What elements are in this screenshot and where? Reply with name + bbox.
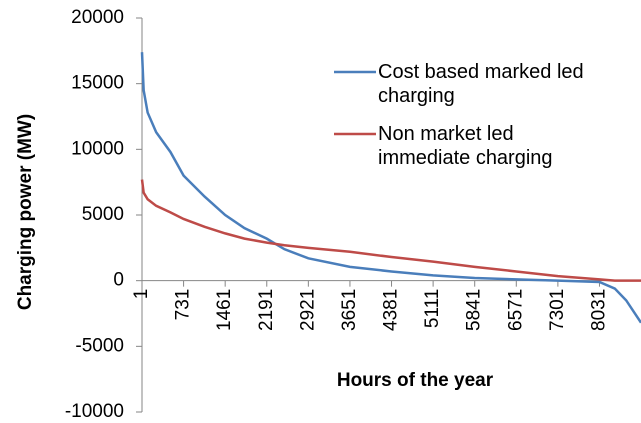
- y-tick-label: -5000: [75, 335, 124, 356]
- y-tick-label: 10000: [71, 138, 124, 159]
- series-line: [140, 52, 641, 324]
- y-tick-label: 0: [113, 270, 124, 291]
- x-tick-label: 5111: [422, 289, 443, 328]
- y-tick-label: 20000: [71, 7, 124, 28]
- x-tick-label: 1: [131, 289, 152, 300]
- x-tick-label: 8031: [588, 289, 609, 331]
- x-tick-label: 2921: [297, 289, 318, 331]
- x-tick-label: 6571: [505, 289, 526, 331]
- x-tick-label: 2191: [256, 289, 277, 331]
- y-tick-label: 5000: [82, 204, 124, 225]
- x-tick-label: 5841: [464, 289, 485, 331]
- x-axis-title: Hours of the year: [337, 370, 494, 391]
- x-tick-label: 731: [173, 289, 194, 321]
- y-axis-title: Charging power (MW): [15, 114, 36, 310]
- legend-label: Cost based marked led charging: [378, 61, 584, 107]
- series-line: [140, 179, 641, 282]
- x-tick-label: 4381: [381, 289, 402, 331]
- y-tick-label: 15000: [71, 73, 124, 94]
- x-tick-label: 1461: [214, 289, 235, 331]
- y-tick-label: -10000: [65, 401, 124, 422]
- x-tick-label: 3651: [339, 289, 360, 331]
- x-tick-label: 7301: [547, 289, 568, 331]
- legend-label: Non market led immediate charging: [378, 123, 553, 169]
